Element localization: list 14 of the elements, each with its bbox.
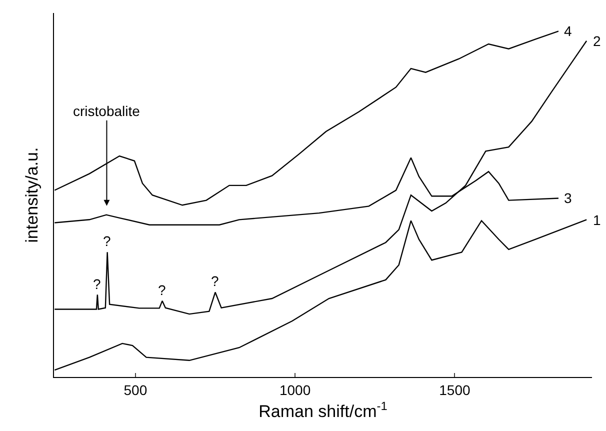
series-label: 2 [593,33,601,49]
series-label: 3 [564,190,572,206]
annotation: ? [93,276,101,292]
x-axis-title: Raman shift/cm$^{-1}$ [258,399,388,422]
annotation: ? [158,282,166,298]
x-tick-label: 500 [124,382,148,398]
annotation: ? [211,273,219,289]
x-tick-label: 1500 [439,382,470,398]
annotation: ? [103,233,111,249]
y-axis-title: intensity/a.u. [22,147,42,243]
series-label: 1 [593,212,601,228]
x-tick-label: 1000 [279,382,311,398]
annotation: cristobalite [73,103,140,119]
series-label: 4 [564,23,572,39]
